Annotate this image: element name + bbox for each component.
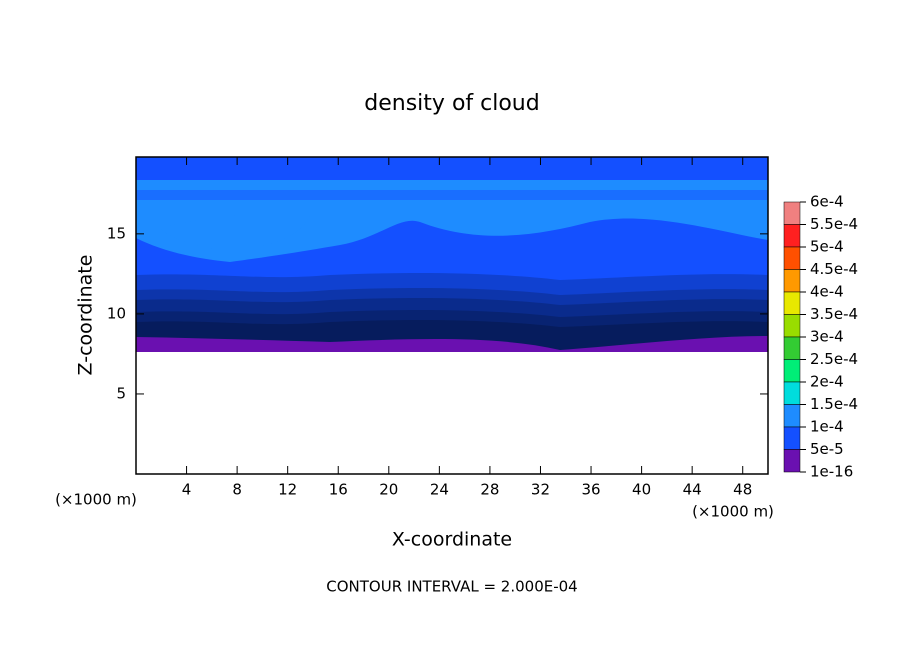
y-tick-label: 15	[107, 224, 126, 242]
colorbar-label: 1e-16	[810, 463, 853, 481]
colorbar-label: 5e-5	[810, 440, 844, 458]
x-tick-label: 20	[379, 481, 398, 499]
colorbar-swatch	[783, 336, 801, 360]
contour-band	[136, 297, 768, 354]
colorbar-label: 5.5e-4	[810, 215, 858, 233]
colorbar-swatch	[783, 449, 801, 473]
x-tick-label: 24	[430, 481, 449, 499]
contour-band	[136, 352, 768, 474]
contour-band	[136, 287, 768, 354]
x-tick-label: 40	[632, 481, 651, 499]
chart-title: density of cloud	[364, 91, 539, 116]
contour-band	[136, 180, 768, 262]
colorbar-swatch	[783, 246, 801, 270]
colorbar-swatch	[783, 426, 801, 450]
colorbar-label: 3.5e-4	[810, 305, 858, 323]
colorbar-label: 6e-4	[810, 193, 844, 211]
colorbar-swatch	[783, 314, 801, 338]
x-tick-label: 12	[278, 481, 297, 499]
x-tick-label: 48	[733, 481, 752, 499]
colorbar-label: 4e-4	[810, 283, 844, 301]
x-tick-label: 16	[329, 481, 348, 499]
colorbar-swatch	[783, 359, 801, 383]
x-tick-label: 28	[480, 481, 499, 499]
colorbar-label: 2e-4	[810, 373, 844, 391]
y-unit: (×1000 m)	[55, 491, 137, 509]
colorbar-label: 1e-4	[810, 418, 844, 436]
colorbar-label: 2.5e-4	[810, 350, 858, 368]
contour-band	[160, 213, 310, 250]
x-tick-label: 4	[182, 481, 192, 499]
x-axis-label: X-coordinate	[392, 529, 512, 551]
x-tick-label: 44	[683, 481, 702, 499]
contour-band	[136, 272, 768, 354]
colorbar-swatch	[783, 269, 801, 293]
y-tick-label: 5	[116, 384, 126, 402]
y-tick-label: 10	[107, 304, 126, 322]
contour-band	[136, 336, 768, 352]
colorbar-swatch	[783, 404, 801, 428]
plot-frame	[135, 156, 769, 475]
colorbar-swatch	[783, 201, 801, 225]
colorbar-label: 4.5e-4	[810, 260, 858, 278]
colorbar-swatch	[783, 381, 801, 405]
x-tick-label: 32	[531, 481, 550, 499]
colorbar-label: 5e-4	[810, 238, 844, 256]
colorbar-swatch	[783, 291, 801, 315]
footer: CONTOUR INTERVAL = 2.000E-04	[326, 578, 577, 596]
x-unit: (×1000 m)	[692, 503, 774, 521]
colorbar-swatch	[783, 224, 801, 248]
y-axis-label: Z-coordinate	[75, 255, 97, 376]
colorbar-label: 1.5e-4	[810, 395, 858, 413]
x-tick-label: 36	[581, 481, 600, 499]
contour-band	[136, 190, 768, 200]
x-tick-label: 8	[232, 481, 242, 499]
colorbar-label: 3e-4	[810, 328, 844, 346]
